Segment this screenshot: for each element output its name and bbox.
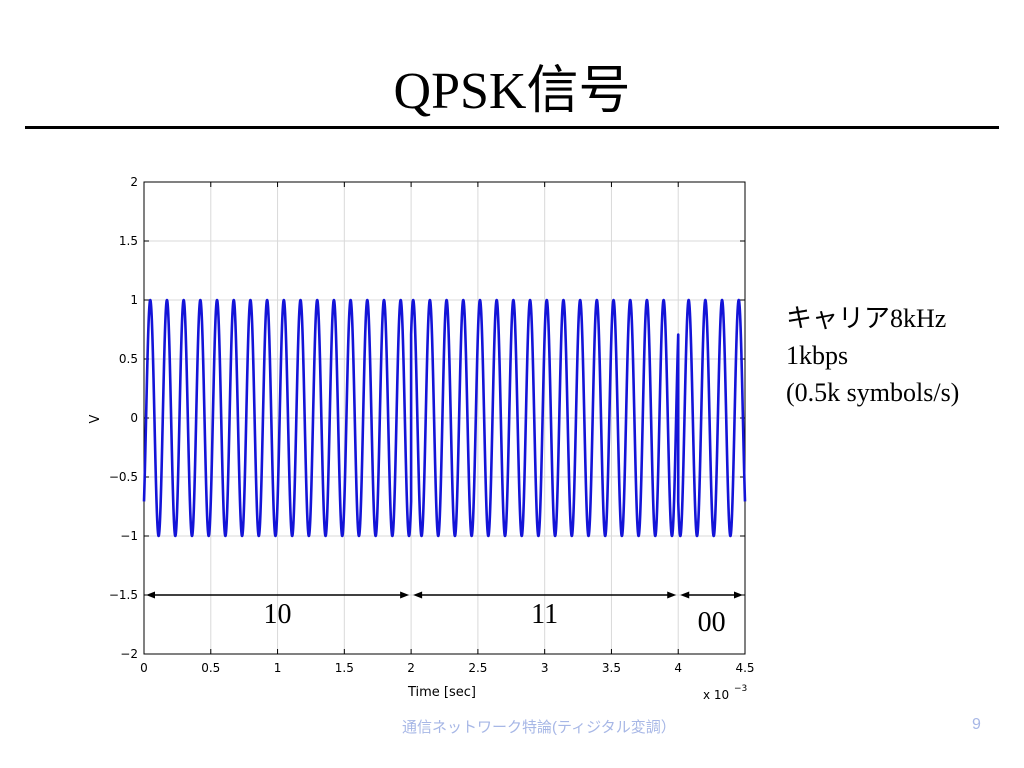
y-tick-label: 1 — [130, 293, 138, 307]
slide-title: QPSK信号 — [393, 63, 631, 120]
arrow-head — [667, 591, 677, 599]
arrow-head — [734, 591, 743, 599]
y-tick-label: 1.5 — [119, 234, 138, 248]
arrow-head — [680, 591, 690, 599]
x-tick-label: 3 — [541, 661, 549, 675]
x-axis-exponent: −3 — [734, 684, 747, 694]
signal-trace — [142, 298, 747, 538]
y-tick-label: 0.5 — [119, 352, 138, 366]
x-axis-label: Time [sec] — [407, 685, 476, 700]
x-tick-label: 3.5 — [602, 661, 621, 675]
x-tick-label: 2.5 — [468, 661, 487, 675]
signal-layer — [142, 298, 747, 538]
title-underline — [25, 126, 999, 129]
tick-layer — [143, 181, 746, 655]
y-tick-label: −1 — [120, 529, 138, 543]
label-layer: 0 0.5 1 1.5 2 2.5 3 3.5 4 4.5 −2 −1.5 −1 −0.5 0 0.5 1 1.5… — [109, 175, 755, 675]
arrow-head — [146, 591, 155, 599]
symbol-label: 11 — [531, 599, 558, 630]
page-number: 9 — [972, 716, 981, 733]
y-tick-label: −1.5 — [109, 588, 138, 602]
plot-frame — [143, 181, 746, 655]
x-axis-multiplier: x 10 — [703, 688, 729, 702]
x-tick-label: 0 — [140, 661, 148, 675]
y-tick-label: 0 — [130, 411, 138, 425]
arrow-head — [413, 591, 423, 599]
x-tick-label: 1 — [274, 661, 282, 675]
arrow-head — [400, 591, 410, 599]
symbol-label: 00 — [698, 607, 726, 638]
annotation-layer: 10 11 00 — [146, 591, 743, 638]
x-tick-label: 2 — [407, 661, 415, 675]
footer-course-title: 通信ネットワーク特論(ティジタル変調） — [402, 719, 676, 736]
grid-layer — [143, 181, 746, 655]
y-tick-label: 2 — [130, 175, 138, 189]
symbol-label: 10 — [264, 599, 292, 630]
x-tick-label: 0.5 — [201, 661, 220, 675]
note-symbol-rate: (0.5k symbols/s) — [786, 378, 960, 407]
carrier-notes: キャリア8kHz 1kbps (0.5k symbols/s) — [786, 300, 959, 411]
note-carrier: キャリア8kHz — [786, 304, 947, 333]
note-bitrate: 1kbps — [786, 341, 849, 370]
x-tick-label: 4.5 — [735, 661, 754, 675]
x-tick-label: 4 — [674, 661, 682, 675]
y-axis-label: V — [88, 414, 103, 423]
x-tick-label: 1.5 — [335, 661, 354, 675]
y-tick-label: −0.5 — [109, 470, 138, 484]
y-tick-label: −2 — [120, 647, 138, 661]
